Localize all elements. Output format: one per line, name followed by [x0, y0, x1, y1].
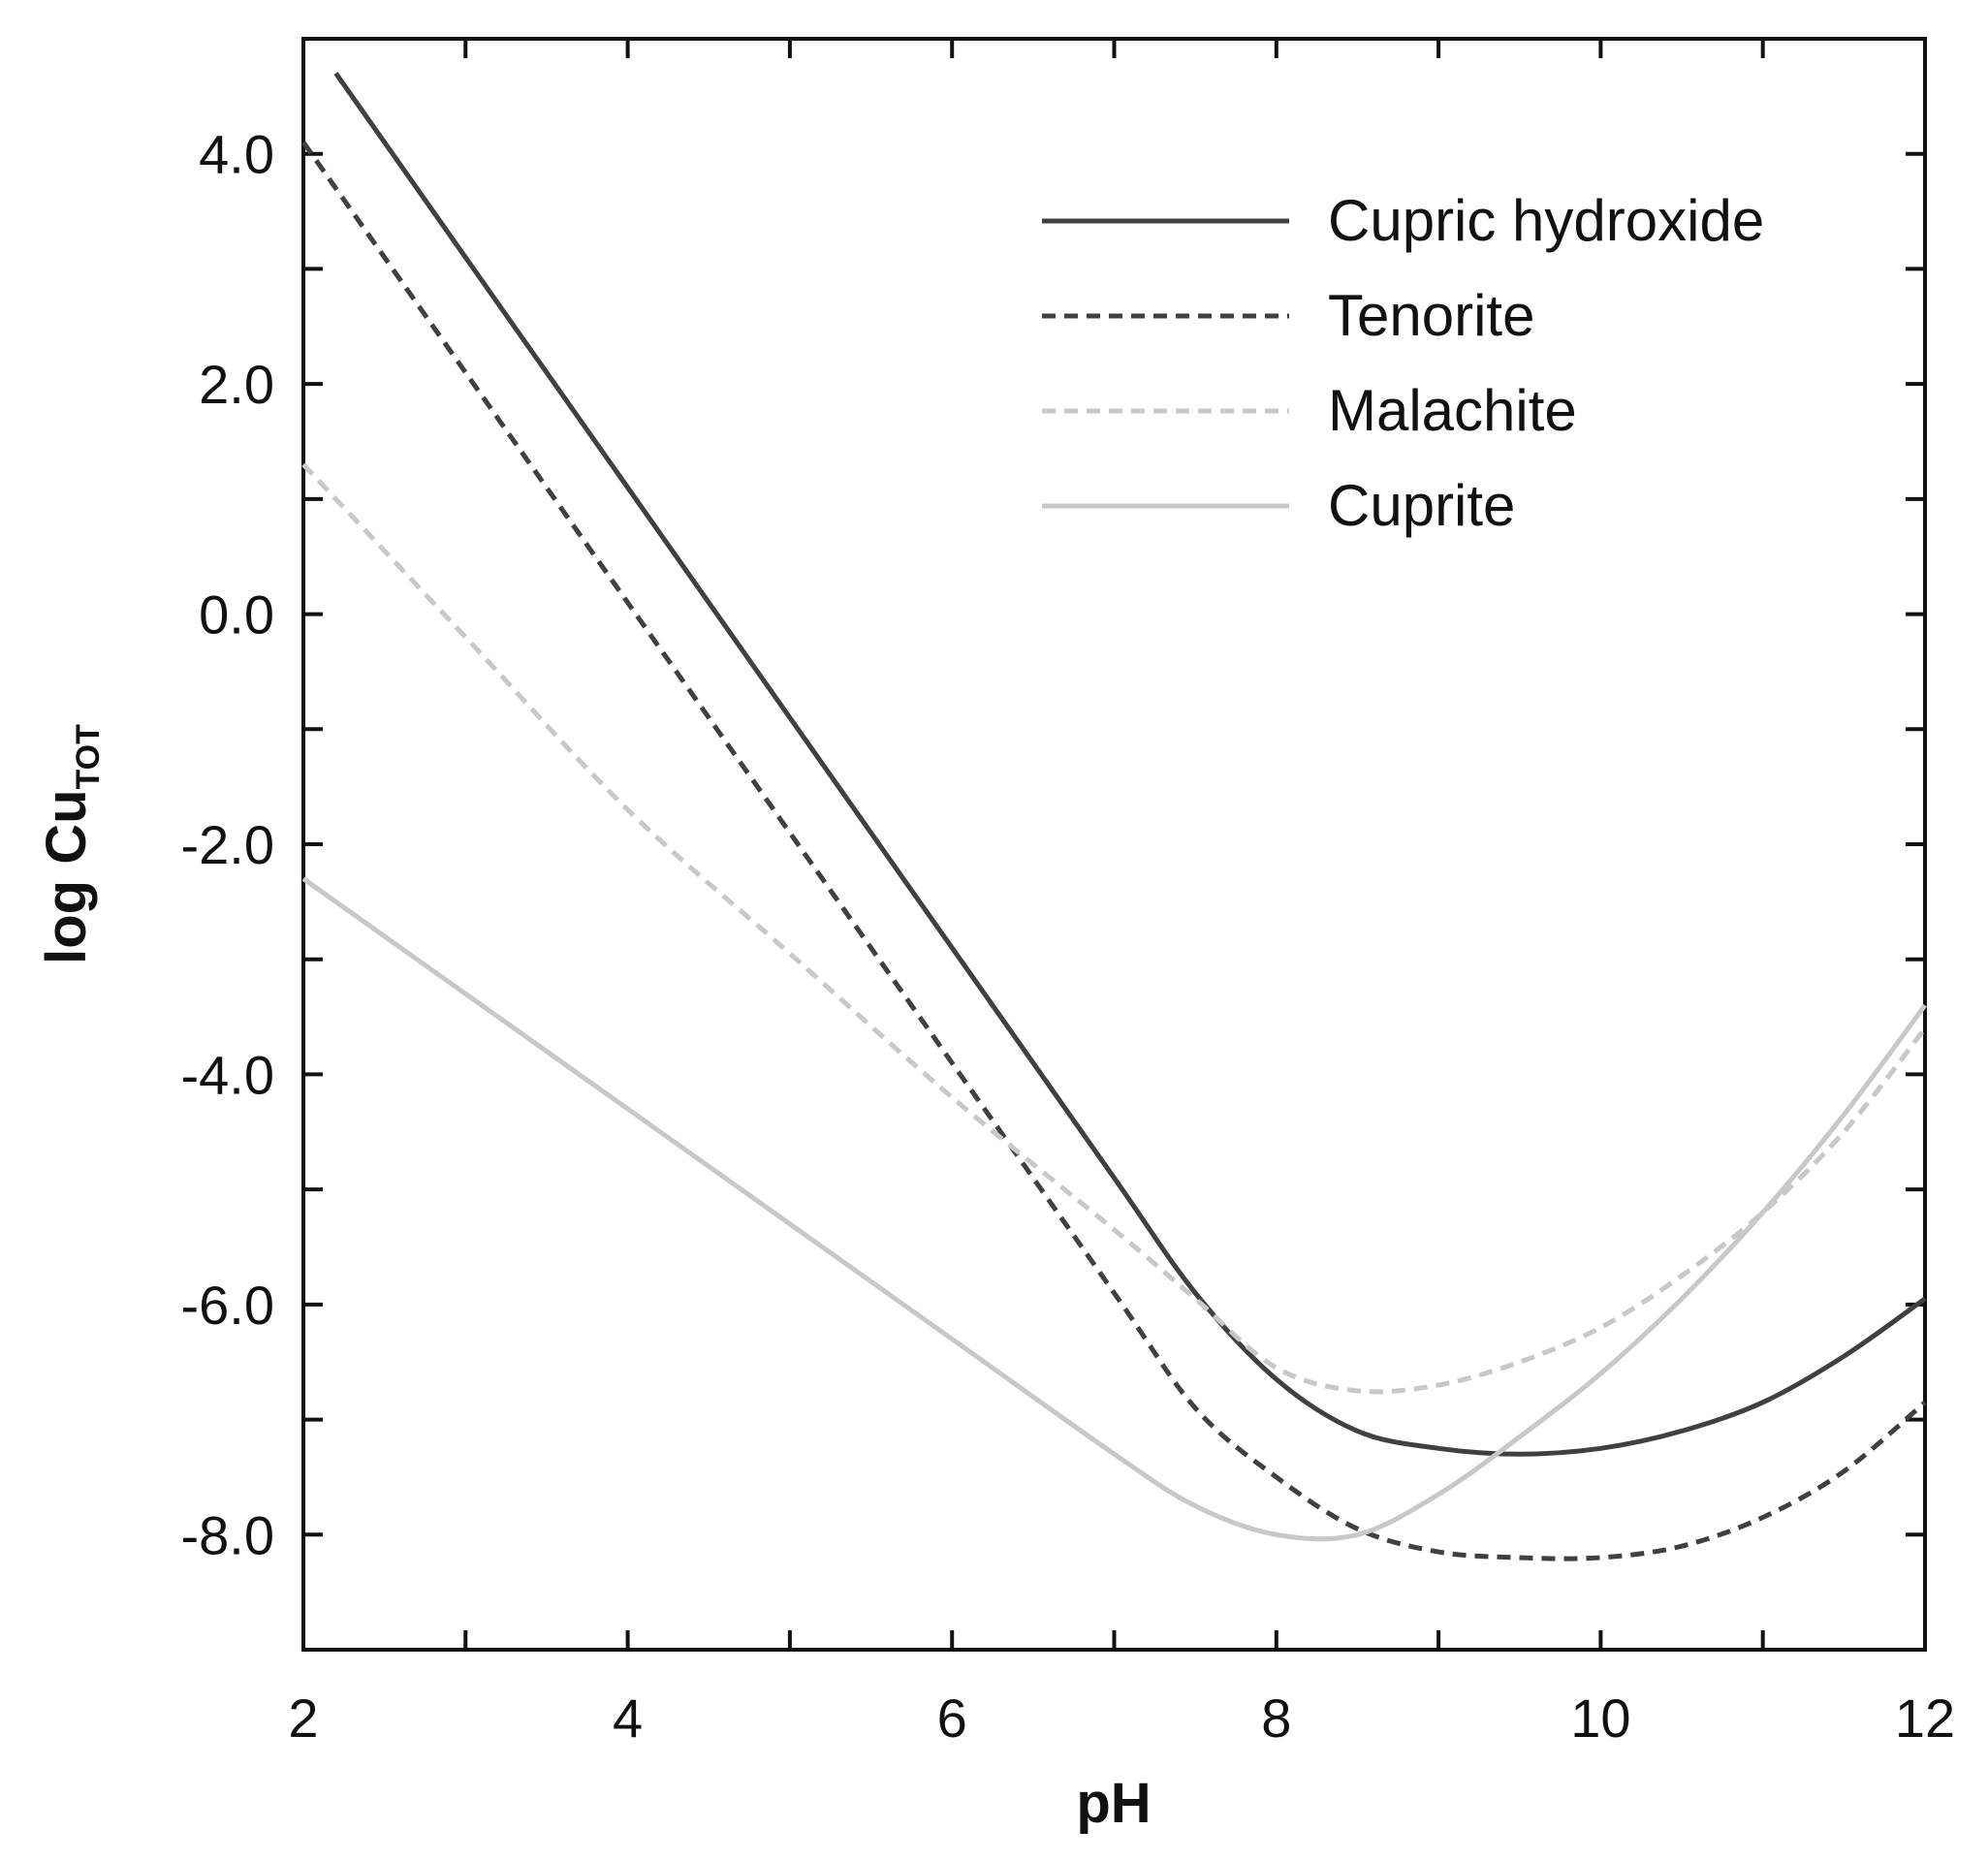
y-axis-title: log CuTOT: [35, 724, 107, 964]
y-tick-label: 2.0: [199, 354, 274, 415]
x-tick-label: 12: [1895, 1688, 1955, 1749]
series-line-cupric-hydroxide: [333, 72, 1927, 1457]
series-layer: [300, 72, 1928, 1561]
x-tick-label: 2: [288, 1688, 318, 1749]
x-tick-label: 6: [937, 1688, 967, 1749]
x-tick-label: 4: [613, 1688, 643, 1749]
series-line-malachite: [301, 462, 1927, 1395]
y-tick-label: 4.0: [199, 124, 274, 185]
y-axis-title-main: log Cu: [35, 789, 98, 963]
legend: Cupric hydroxide Tenorite Malachite Cuprite: [1042, 188, 1764, 538]
y-tick-label: -4.0: [181, 1044, 275, 1105]
y-axis-title-subscript: TOT: [70, 724, 107, 790]
x-tick-label: 10: [1570, 1688, 1630, 1749]
series-line-tenorite: [300, 141, 1927, 1561]
y-tick-label: 0.0: [199, 584, 274, 646]
y-tick-label: -6.0: [181, 1275, 275, 1336]
y-tick-label: -2.0: [181, 814, 275, 875]
plot-frame: [301, 37, 1927, 1652]
legend-label-cupric-hydroxide: Cupric hydroxide: [1328, 188, 1764, 253]
series-line-cuprite: [301, 876, 1928, 1542]
legend-label-malachite: Malachite: [1328, 378, 1577, 443]
legend-label-cuprite: Cuprite: [1328, 473, 1515, 538]
legend-label-tenorite: Tenorite: [1328, 283, 1534, 348]
x-tick-label: 8: [1261, 1688, 1291, 1749]
axis-ticks: 2 4 6 8 10 12 4.0 2.0 0.0 -2.0 -4.0 -6.0 -8.0: [181, 39, 1955, 1749]
x-axis-title: pH: [1076, 1772, 1151, 1835]
y-tick-label: -8.0: [181, 1504, 275, 1565]
